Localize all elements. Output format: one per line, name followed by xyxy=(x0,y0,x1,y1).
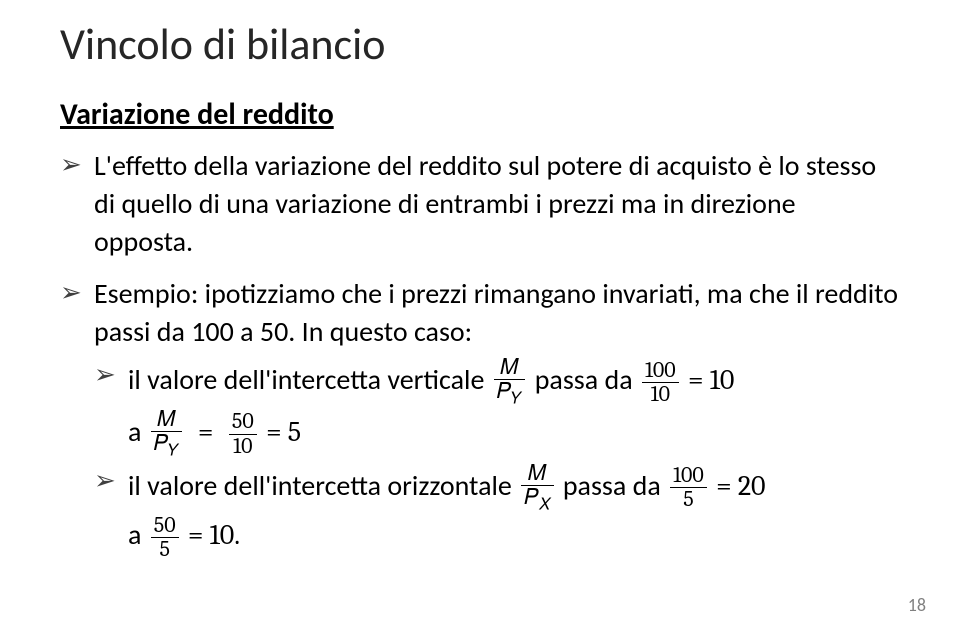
bullet-list: L'effetto della variazione del reddito s… xyxy=(60,147,900,561)
sub1-text-b: passa da xyxy=(535,362,639,397)
frac-m-py-2: 𝑀 𝑃𝑌 xyxy=(151,408,183,460)
eq-10b: = 10. xyxy=(188,519,240,551)
sub2-text-c: a xyxy=(128,517,148,552)
frac-50-5: 50 5 xyxy=(151,514,179,561)
frac-100-5: 100 5 xyxy=(670,464,707,511)
slide-subtitle: Variazione del reddito xyxy=(60,96,900,133)
sub-bullet-list: il valore dell'intercetta verticale 𝑀 𝑃𝑌… xyxy=(94,356,900,561)
sub2-text-b: passa da xyxy=(563,468,667,503)
bullet-1: L'effetto della variazione del reddito s… xyxy=(60,147,900,260)
page-number: 18 xyxy=(908,594,926,616)
sub1-text-c: a xyxy=(128,414,148,449)
sub1-text-a: il valore dell'intercetta verticale xyxy=(128,362,491,397)
frac-m-px-1: 𝑀 𝑃𝑋 xyxy=(521,462,553,514)
frac-100-10: 100 10 xyxy=(642,359,679,406)
slide: Vincolo di bilancio Variazione del reddi… xyxy=(0,0,960,632)
eq-10: = 10 xyxy=(688,364,734,396)
bullet-1-text: L'effetto della variazione del reddito s… xyxy=(94,148,876,259)
bullet-2: Esempio: ipotizziamo che i prezzi rimang… xyxy=(60,275,900,561)
bullet-2-lead: Esempio: ipotizziamo che i prezzi rimang… xyxy=(94,276,898,349)
eq-5: = 5 xyxy=(266,416,301,448)
slide-title: Vincolo di bilancio xyxy=(60,20,900,68)
frac-m-py-1: 𝑀 𝑃𝑌 xyxy=(494,356,526,408)
eq-20: = 20 xyxy=(716,470,765,502)
sub-bullet-2: il valore dell'intercetta orizzontale 𝑀 … xyxy=(94,462,900,561)
sub-bullet-1: il valore dell'intercetta verticale 𝑀 𝑃𝑌… xyxy=(94,356,900,460)
frac-50-10: 50 10 xyxy=(229,410,257,457)
sub2-text-a: il valore dell'intercetta orizzontale xyxy=(128,468,518,503)
